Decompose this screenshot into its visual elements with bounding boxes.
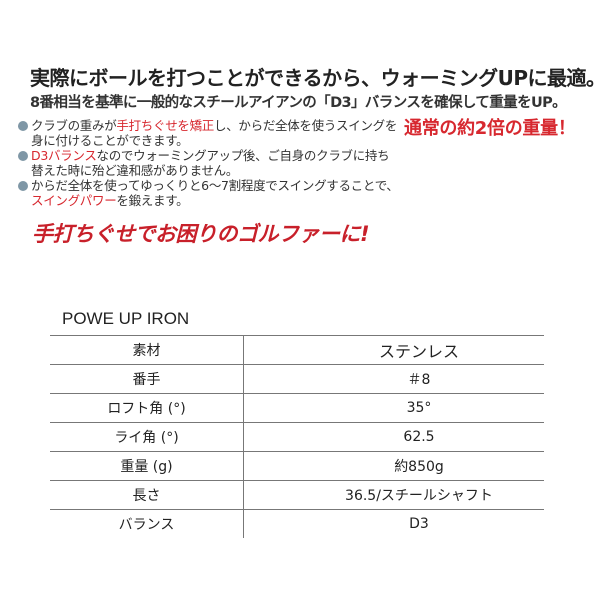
bullet-text: 身に付けることができます。 bbox=[31, 133, 189, 148]
spec-label: 重量 (g) bbox=[50, 451, 244, 481]
weight-emphasis: 通常の約2倍の重量！ bbox=[404, 118, 576, 139]
spec-label: 番手 bbox=[50, 364, 244, 394]
subheadline: 8番相当を基準に一般的なスチールアイアンの「D3」バランスを確保して重量をUP。 bbox=[30, 95, 567, 111]
bullet-dot-icon bbox=[18, 121, 28, 131]
table-row: 番手 ＃8 bbox=[50, 364, 544, 394]
table-row: ロフト角 (°) 35° bbox=[50, 393, 544, 423]
table-row: 重量 (g) 約850g bbox=[50, 451, 544, 481]
bullet-text: し、からだ全体を使うスイングを bbox=[214, 118, 398, 133]
bullet-text: からだ全体を使ってゆっくりと6〜7割程度でスイングすることで、 bbox=[31, 178, 399, 193]
bullet-text: を鍛えます。 bbox=[116, 193, 189, 208]
table-row: バランス D3 bbox=[50, 509, 544, 538]
bullet-highlight: 手打ちぐせを矯正 bbox=[116, 118, 215, 133]
bullet-text: クラブの重みが bbox=[31, 118, 117, 133]
spec-value: ＃8 bbox=[243, 364, 544, 394]
spec-value: 36.5/スチールシャフト bbox=[243, 480, 544, 510]
table-title: POWE UP IRON bbox=[62, 309, 190, 328]
headline: 実際にボールを打つことができるから、ウォーミングUPに最適。 bbox=[30, 66, 600, 90]
spec-label: ライ角 (°) bbox=[50, 422, 244, 452]
spec-value: D3 bbox=[243, 509, 544, 538]
table-row: ライ角 (°) 62.5 bbox=[50, 422, 544, 452]
spec-value: 35° bbox=[243, 393, 544, 423]
spec-label: 素材 bbox=[50, 335, 244, 365]
spec-table: 素材 ステンレス 番手 ＃8 ロフト角 (°) 35° ライ角 (°) 62.5 重量 … bbox=[50, 335, 544, 538]
spec-value: 62.5 bbox=[243, 422, 544, 452]
table-row: 長さ 36.5/スチールシャフト bbox=[50, 480, 544, 510]
bullet-item: からだ全体を使ってゆっくりと6〜7割程度でスイングすることで、 スイングパワーを… bbox=[18, 178, 399, 208]
bullet-highlight: D3バランス bbox=[31, 148, 97, 163]
bullet-highlight: スイングパワー bbox=[31, 193, 117, 208]
table-row: 素材 ステンレス bbox=[50, 335, 544, 365]
spec-value: ステンレス bbox=[243, 335, 544, 365]
spec-label: 長さ bbox=[50, 480, 244, 510]
spec-label: バランス bbox=[50, 509, 244, 538]
bullet-dot-icon bbox=[18, 181, 28, 191]
bullet-dot-icon bbox=[18, 151, 28, 161]
bullet-text: なのでウォーミングアップ後、ご自身のクラブに持ち bbox=[96, 148, 390, 163]
spec-label: ロフト角 (°) bbox=[50, 393, 244, 423]
spec-value: 約850g bbox=[243, 451, 544, 481]
bullet-item: クラブの重みが手打ちぐせを矯正し、からだ全体を使うスイングを 身に付けることがで… bbox=[18, 118, 397, 148]
slogan: 手打ちぐせでお困りのゴルファーに! bbox=[32, 222, 370, 246]
bullet-text: 替えた時に殆ど違和感がありません。 bbox=[31, 163, 239, 178]
bullet-item: D3バランスなのでウォーミングアップ後、ご自身のクラブに持ち 替えた時に殆ど違和… bbox=[18, 148, 390, 178]
